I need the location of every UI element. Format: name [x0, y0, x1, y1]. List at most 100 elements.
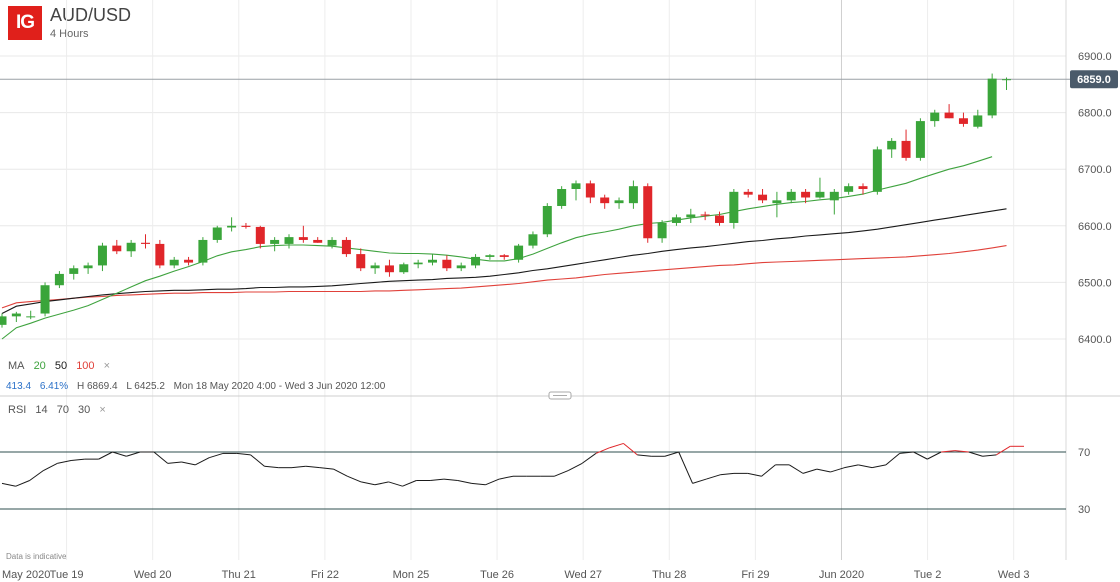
rsi-line-segment — [720, 472, 735, 476]
candle-body-up — [370, 265, 380, 269]
candle-body-down — [901, 140, 911, 158]
last-price-badge — [1070, 70, 1118, 89]
candle-body-up — [40, 285, 50, 314]
rsi-line-segment — [678, 451, 693, 484]
time-axis-tick: Tue 19 — [50, 569, 84, 581]
candle-body-down — [715, 215, 724, 223]
candle-body-down — [241, 225, 251, 227]
rsi-param-upper: 70 — [56, 404, 69, 416]
rsi-line-segment — [871, 464, 886, 469]
rsi-line-segment — [844, 464, 859, 469]
candle-body-down — [112, 245, 122, 252]
rsi-line-segment — [816, 468, 831, 473]
price-axis-tick: 6700.0 — [1078, 164, 1112, 176]
ma-period-100: 100 — [76, 360, 95, 372]
rsi-line-segment — [264, 465, 279, 469]
rsi-line-segment — [443, 478, 458, 481]
axes: 6900.0 6800.0 6700.0 6600.0 6500.0 6400.0 6859… — [2, 51, 1118, 581]
candle-body-up — [399, 264, 409, 273]
rsi-line-segment — [319, 467, 334, 470]
candle-body-down — [958, 118, 968, 124]
rsi-line-segment — [347, 475, 362, 483]
rsi-remove-icon[interactable]: × — [99, 404, 106, 416]
candle-body-up — [973, 115, 983, 127]
ma-remove-icon[interactable]: × — [103, 360, 111, 372]
time-axis-tick: Thu 21 — [222, 569, 256, 581]
rsi-line-segment — [153, 451, 169, 464]
last-price-badge-text: 6859.0 — [1077, 74, 1111, 86]
disclaimer: Data is indicative — [6, 552, 67, 561]
rsi-line-segment — [57, 460, 72, 464]
price-axis-tick: 6600.0 — [1078, 221, 1112, 233]
rsi-line-segment — [982, 454, 997, 457]
rsi-line-segment — [209, 452, 224, 459]
rsi-line-segment — [29, 470, 44, 481]
candle-body-up — [54, 273, 64, 286]
stat-range: Mon 18 May 2020 4:00 - Wed 3 Jun 2020 12… — [173, 381, 386, 392]
rsi-line-segment — [996, 445, 1011, 456]
rsi-line-segment — [250, 454, 265, 467]
symbol-title: AUD/USD — [50, 5, 132, 25]
rsi-line-segment — [167, 461, 182, 464]
candle-body-up — [987, 78, 997, 116]
candle-body-up — [284, 237, 294, 244]
candle-body-up — [815, 191, 825, 198]
candle-body-down — [758, 194, 768, 201]
rsi-line-segment — [899, 451, 914, 454]
rsi-line-segment — [581, 453, 597, 464]
candle-body-up — [514, 245, 524, 260]
candle-body-up — [829, 191, 839, 201]
rsi-line-segment — [954, 450, 969, 453]
candle-body-down — [384, 265, 394, 273]
time-axis-tick: Jun 2020 — [819, 569, 864, 581]
time-axis-tick: Fri 22 — [311, 569, 339, 581]
candle-body-down — [356, 254, 366, 269]
candle-body-down — [141, 242, 150, 244]
rsi-line-segment — [236, 452, 251, 456]
candle-body-up — [915, 121, 925, 158]
grid — [0, 0, 1120, 560]
rsi-line-segment — [692, 478, 707, 484]
candle-body-up — [69, 268, 79, 274]
time-axis-tick: Tue 26 — [480, 569, 514, 581]
rsi-line-segment — [181, 461, 196, 466]
candle-body-up — [628, 186, 638, 204]
rsi-line-segment — [457, 480, 472, 484]
candle-body-down — [643, 186, 653, 239]
rsi-line-segment — [927, 451, 942, 460]
stat-low: L 6425.2 — [126, 381, 165, 392]
rsi-line-segment — [941, 450, 955, 453]
candle-body-down — [499, 255, 509, 257]
candle-body-up — [169, 259, 179, 266]
candle-body-down — [341, 239, 351, 255]
candles — [0, 73, 1011, 328]
rsi-line-segment — [885, 453, 901, 466]
candle-body-up — [657, 222, 667, 239]
ig-logo: IG — [8, 6, 42, 40]
ma-period-20: 20 — [33, 360, 46, 372]
rsi-line-segment — [664, 451, 679, 457]
ma-legend: MA 20 50 100 × — [8, 360, 116, 372]
candle-body-up — [456, 265, 466, 269]
rsi-line-segment — [71, 458, 85, 462]
rsi-legend: RSI 14 70 30 × — [8, 404, 112, 416]
candle-body-up — [557, 189, 567, 206]
rsi-line-segment — [43, 462, 58, 471]
rsi-axis-tick: 70 — [1078, 447, 1090, 459]
rsi-line-segment — [554, 470, 569, 477]
stat-high: H 6869.4 — [76, 381, 118, 392]
ma-legend-label: MA — [8, 360, 25, 372]
price-axis-tick: 6400.0 — [1078, 334, 1112, 346]
candle-body-up — [198, 239, 208, 263]
candle-body-up — [571, 183, 581, 190]
price-axis-tick: 6800.0 — [1078, 108, 1112, 120]
time-axis-tick: Wed 20 — [134, 569, 172, 581]
rsi-line-segment — [333, 468, 348, 477]
rsi-panel: 70 30 — [0, 442, 1090, 516]
rsi-line-segment — [402, 480, 417, 487]
rsi-line-segment — [568, 462, 583, 471]
rsi-param-period: 14 — [35, 404, 48, 416]
candle-body-up — [930, 112, 940, 122]
candle-body-up — [542, 205, 552, 235]
